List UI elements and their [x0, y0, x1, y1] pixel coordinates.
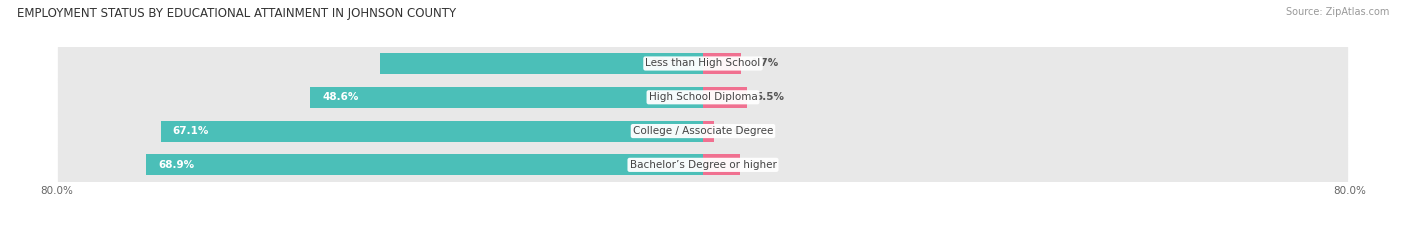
FancyBboxPatch shape: [58, 140, 1348, 190]
Text: Less than High School: Less than High School: [645, 58, 761, 69]
Bar: [146, 154, 703, 175]
Text: 39.9%: 39.9%: [651, 58, 688, 69]
Bar: [160, 121, 703, 141]
Text: 68.9%: 68.9%: [157, 160, 194, 170]
Bar: [703, 53, 741, 74]
Text: High School Diploma: High School Diploma: [648, 92, 758, 102]
Bar: [703, 154, 740, 175]
FancyBboxPatch shape: [58, 72, 1348, 123]
Text: 4.6%: 4.6%: [748, 160, 778, 170]
FancyBboxPatch shape: [58, 106, 1348, 156]
Text: Bachelor’s Degree or higher: Bachelor’s Degree or higher: [630, 160, 776, 170]
Text: College / Associate Degree: College / Associate Degree: [633, 126, 773, 136]
Text: 67.1%: 67.1%: [173, 126, 209, 136]
Text: Source: ZipAtlas.com: Source: ZipAtlas.com: [1285, 7, 1389, 17]
Text: 48.6%: 48.6%: [322, 92, 359, 102]
Text: 5.5%: 5.5%: [755, 92, 785, 102]
Text: 4.7%: 4.7%: [749, 58, 779, 69]
Bar: [703, 121, 714, 141]
FancyBboxPatch shape: [58, 38, 1348, 89]
Bar: [311, 87, 703, 108]
Bar: [703, 87, 748, 108]
Text: EMPLOYMENT STATUS BY EDUCATIONAL ATTAINMENT IN JOHNSON COUNTY: EMPLOYMENT STATUS BY EDUCATIONAL ATTAINM…: [17, 7, 456, 20]
Bar: [381, 53, 703, 74]
Text: 1.4%: 1.4%: [723, 126, 752, 136]
